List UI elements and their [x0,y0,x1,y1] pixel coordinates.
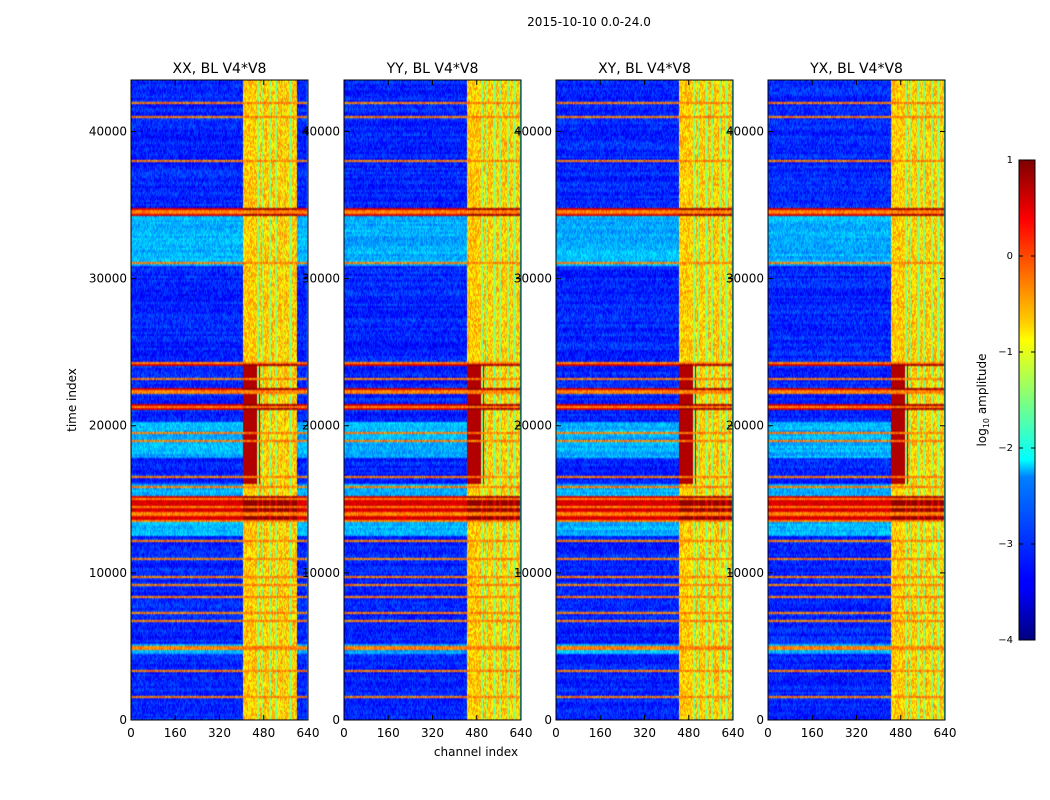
x-tick-label: 640 [297,726,320,740]
y-tick-label: 40000 [302,124,340,138]
x-tick-label: 0 [552,726,560,740]
y-tick-label: 0 [756,713,764,727]
heatmap-image [344,80,521,720]
colorbar-tick-label: −4 [998,635,1013,646]
y-tick-label: 20000 [726,419,764,433]
x-tick-label: 160 [589,726,612,740]
x-tick-label: 0 [764,726,772,740]
y-tick-label: 0 [119,713,127,727]
y-tick-label: 20000 [89,419,127,433]
x-tick-label: 320 [421,726,444,740]
y-tick-label: 10000 [302,566,340,580]
y-tick-label: 30000 [302,272,340,286]
y-tick-label: 40000 [514,124,552,138]
x-tick-label: 480 [677,726,700,740]
x-tick-label: 320 [208,726,231,740]
colorbar: 1 0 −1 −2 −3 −4 log10 amplitude [975,155,1036,646]
y-tick-label: 20000 [514,419,552,433]
y-tick-label: 10000 [89,566,127,580]
x-tick-label: 480 [889,726,912,740]
colorbar-gradient [1018,159,1036,641]
colorbar-tick-label: −3 [998,539,1013,550]
y-tick-label: 40000 [89,124,127,138]
heatmap-image [768,80,945,720]
heatmap-image [556,80,733,720]
heatmap-panel: XY, BL V4*V8 0 160 320 480 640 0 10000 20000 3000… [514,61,745,740]
x-tick-label: 0 [127,726,135,740]
y-tick-label: 10000 [726,566,764,580]
x-tick-label: 160 [377,726,400,740]
colorbar-tick-label: 0 [1007,251,1013,262]
y-tick-label: 20000 [302,419,340,433]
x-tick-label: 640 [934,726,957,740]
colorbar-tick-label: 1 [1007,155,1013,166]
x-tick-label: 320 [845,726,868,740]
y-tick-label: 30000 [514,272,552,286]
panel-title: YY, BL V4*V8 [386,61,479,77]
y-tick-label: 0 [544,713,552,727]
y-tick-label: 0 [332,713,340,727]
y-axis-label: time index [65,368,79,432]
x-tick-label: 640 [510,726,533,740]
x-tick-label: 640 [722,726,745,740]
panel-title: XX, BL V4*V8 [173,61,267,77]
x-axis-label: channel index [434,745,518,759]
x-tick-label: 480 [252,726,275,740]
y-tick-label: 40000 [726,124,764,138]
x-tick-label: 480 [465,726,488,740]
heatmap-panel: YY, BL V4*V8 0 160 320 480 640 0 10000 20000 3000… [302,61,533,740]
y-tick-label: 30000 [726,272,764,286]
x-tick-label: 320 [633,726,656,740]
x-tick-label: 0 [340,726,348,740]
heatmap-panel: YX, BL V4*V8 0 160 320 480 640 0 10000 20000 3000… [726,61,957,740]
y-tick-label: 10000 [514,566,552,580]
heatmap-panel: XX, BL V4*V8 0 160 320 480 640 0 10000 20000 3000… [89,61,320,740]
colorbar-label: log10 amplitude [975,354,991,447]
colorbar-tick-label: −2 [998,443,1013,454]
colorbar-tick-label: −1 [998,347,1013,358]
figure-suptitle: 2015-10-10 0.0-24.0 [527,15,651,29]
panel-title: XY, BL V4*V8 [598,61,691,77]
heatmap-image [131,80,308,720]
x-tick-label: 160 [164,726,187,740]
x-tick-label: 160 [801,726,824,740]
panel-title: YX, BL V4*V8 [809,61,903,77]
y-tick-label: 30000 [89,272,127,286]
